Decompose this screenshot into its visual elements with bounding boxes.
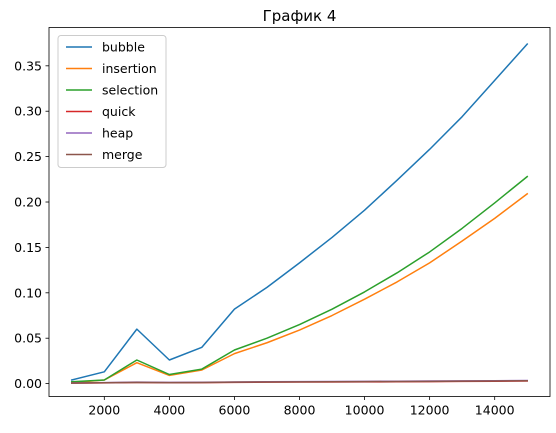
legend-label-merge: merge [102,147,143,162]
legend-label-heap: heap [102,126,133,141]
x-tick-label: 8000 [284,403,316,418]
y-tick-label: 0.20 [14,195,42,210]
y-tick-label: 0.25 [14,149,42,164]
x-tick-label: 14000 [475,403,515,418]
chart-title: График 4 [263,7,337,25]
series-line-insertion [70,192,529,384]
series-line-bubble [70,42,529,381]
y-tick-label: 0.15 [14,240,42,255]
legend-label-bubble: bubble [102,40,145,55]
x-tick-label: 4000 [153,403,185,418]
x-tick-label: 6000 [219,403,251,418]
x-axis-ticks: 2000 4000 6000 8000 10000 12000 14000 [88,396,515,418]
series-line-selection [70,175,529,383]
legend: bubble insertion selection quick heap merge [57,35,167,168]
y-tick-label: 0.00 [14,376,42,391]
y-tick-label: 0.30 [14,104,42,119]
y-tick-label: 0.10 [14,285,42,300]
y-axis-ticks: 0.00 0.05 0.10 0.15 0.20 0.25 0.30 0.35 [14,58,49,391]
y-tick-label: 0.35 [14,58,42,73]
x-tick-label: 2000 [88,403,120,418]
x-tick-label: 12000 [410,403,450,418]
series-lines [70,42,529,384]
series-line-merge [71,380,528,384]
legend-label-insertion: insertion [102,61,157,76]
y-tick-label: 0.05 [14,331,42,346]
x-tick-label: 10000 [345,403,385,418]
legend-label-selection: selection [102,83,158,98]
legend-label-quick: quick [102,104,136,119]
